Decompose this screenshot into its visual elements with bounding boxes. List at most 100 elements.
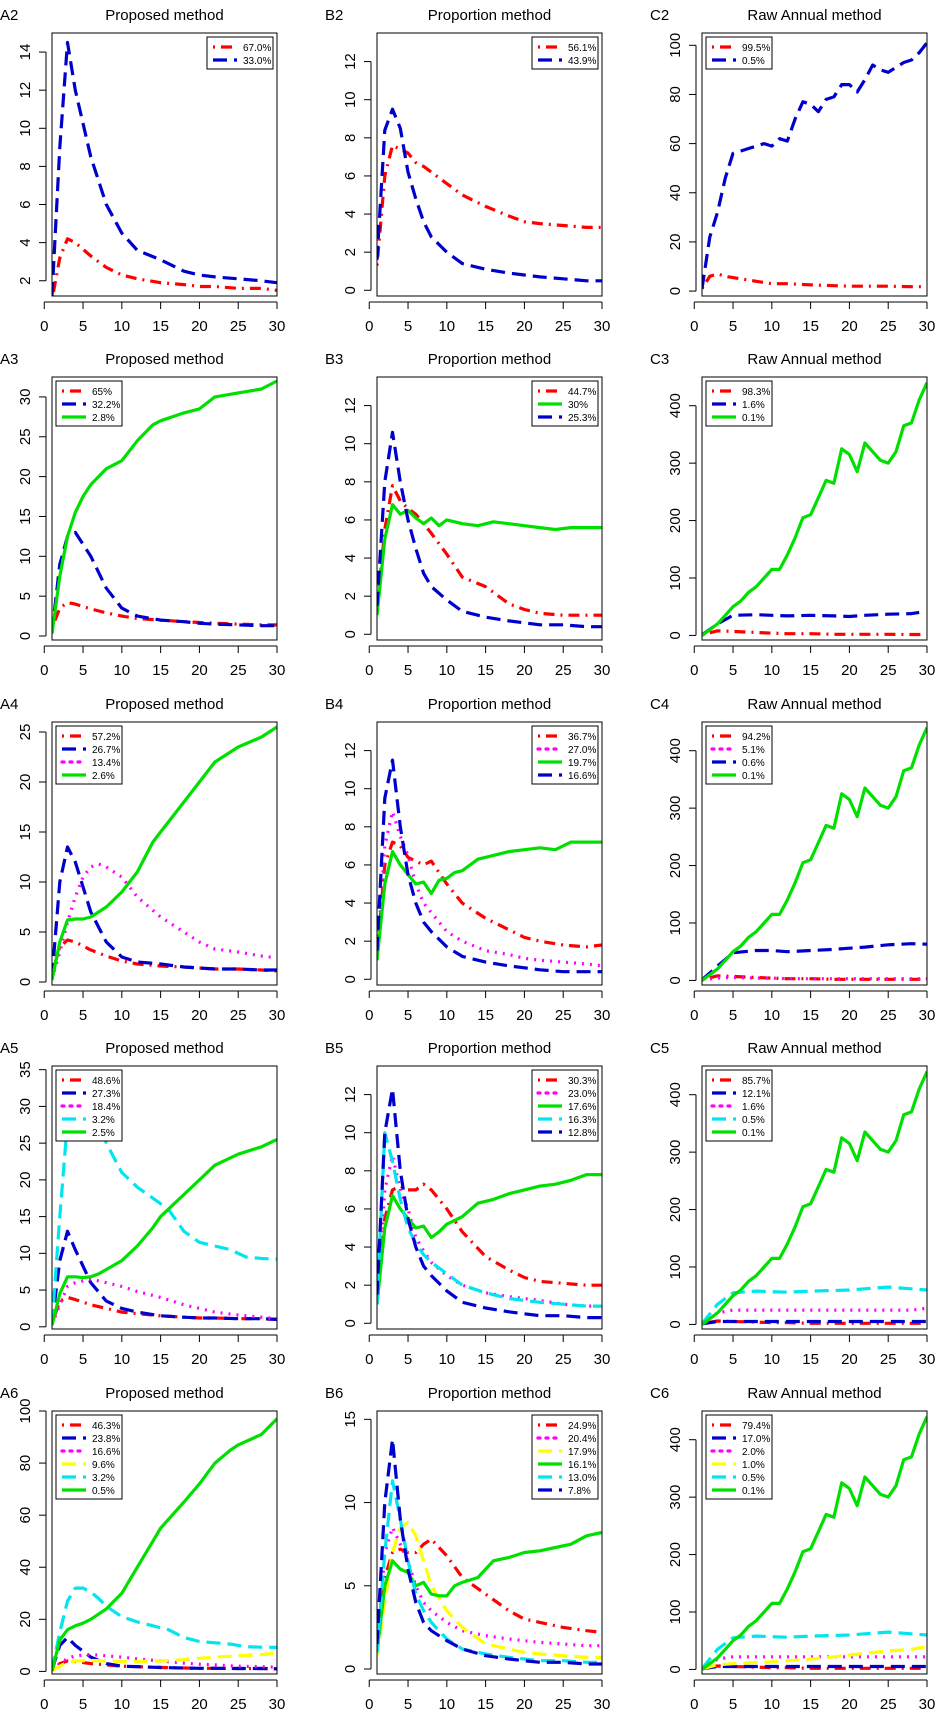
y-tick-label: 8: [17, 162, 34, 170]
x-tick-label: 30: [269, 1696, 286, 1713]
legend-label: 27.0%: [568, 745, 596, 756]
y-tick-label: 12: [342, 397, 359, 414]
legend: 30.3% 23.0% 17.6% 16.3% 12.8%: [531, 1069, 599, 1142]
chart-panel-b3: B3 Proportion method 0 5 10 15 20 25 30 0 2 4 6 8 10 12…: [325, 351, 610, 679]
y-tick-label: 10: [17, 548, 34, 565]
x-tick-label: 25: [230, 662, 247, 679]
panel-label: B5: [325, 1040, 343, 1057]
y-tick-label: 2: [342, 937, 359, 945]
legend-label: 17.0%: [742, 1434, 770, 1445]
legend: 79.4% 17.0% 2.0% 1.0% 0.5% 0.1%: [705, 1414, 773, 1500]
y-tick-label: 0: [17, 1667, 34, 1675]
x-tick-label: 15: [152, 1351, 169, 1368]
x-tick-label: 20: [191, 318, 208, 335]
legend-label: 30.3%: [568, 1076, 596, 1087]
x-tick-label: 0: [690, 1351, 698, 1368]
legend: 56.1% 43.9%: [531, 36, 599, 70]
y-tick-label: 10: [17, 120, 34, 137]
y-tick-label: 2: [342, 1281, 359, 1289]
legend-label: 56.1%: [568, 43, 596, 54]
y-tick-label: 80: [667, 86, 684, 103]
x-tick-label: 20: [841, 662, 858, 679]
x-tick-label: 30: [594, 318, 611, 335]
x-tick-label: 25: [880, 1007, 897, 1024]
y-tick-label: 8: [342, 478, 359, 486]
series-line-blue: [702, 1664, 927, 1671]
legend-label: 23.8%: [92, 1434, 120, 1445]
x-tick-label: 0: [40, 318, 48, 335]
legend-box: [705, 1069, 773, 1142]
legend-label: 18.4%: [92, 1102, 120, 1113]
legend-label: 79.4%: [742, 1421, 770, 1432]
x-tick-label: 10: [438, 1351, 455, 1368]
y-tick-label: 200: [667, 1542, 684, 1567]
legend-label: 16.3%: [568, 1115, 596, 1126]
y-tick-label: 15: [17, 508, 34, 525]
legend-label: 27.3%: [92, 1089, 120, 1100]
y-tick-label: 0: [667, 631, 684, 639]
chart-title: Raw Annual method: [747, 696, 881, 713]
panel-label: C5: [650, 1040, 669, 1057]
y-tick-label: 0: [342, 630, 359, 638]
legend-label: 0.5%: [742, 1115, 765, 1126]
y-tick-label: 8: [342, 134, 359, 142]
legend-label: 12.8%: [568, 1128, 596, 1139]
y-tick-label: 100: [667, 33, 684, 58]
y-tick-label: 0: [17, 632, 34, 640]
chart-title: Proportion method: [428, 351, 551, 368]
x-tick-label: 25: [230, 1007, 247, 1024]
chart-title: Proportion method: [428, 1040, 551, 1057]
x-tick-label: 5: [729, 318, 737, 335]
y-tick-label: 20: [667, 234, 684, 251]
legend-label: 1.6%: [742, 1102, 765, 1113]
series-line-blue: [52, 530, 277, 633]
legend-label: 16.6%: [568, 771, 596, 782]
x-tick-label: 20: [841, 1696, 858, 1713]
x-tick-label: 10: [113, 1351, 130, 1368]
x-tick-label: 10: [113, 662, 130, 679]
legend-label: 85.7%: [742, 1076, 770, 1087]
x-tick-label: 0: [365, 318, 373, 335]
x-tick-label: 10: [763, 1696, 780, 1713]
y-tick-label: 0: [17, 978, 34, 986]
y-tick-label: 4: [342, 210, 359, 218]
panel-label: B4: [325, 696, 343, 713]
x-tick-label: 5: [404, 1007, 412, 1024]
y-tick-label: 20: [17, 1611, 34, 1628]
y-tick-label: 300: [667, 1485, 684, 1510]
chart-title: Proportion method: [428, 696, 551, 713]
legend: 67.0% 33.0%: [206, 36, 274, 70]
legend-label: 16.6%: [92, 1447, 120, 1458]
y-tick-label: 6: [17, 200, 34, 208]
legend-label: 44.7%: [568, 387, 596, 398]
y-tick-label: 40: [17, 1559, 34, 1576]
x-tick-label: 25: [555, 1007, 572, 1024]
chart-panel-a2: A2 Proposed method 0 5 10 15 20 25 30 2 4 6 8 10 12 14 6…: [0, 7, 285, 335]
x-tick-label: 25: [880, 1696, 897, 1713]
panel-label: C4: [650, 696, 669, 713]
plot-frame: [376, 1065, 603, 1330]
series-line-cyan: [702, 1285, 927, 1325]
series-line-red: [377, 1182, 602, 1305]
x-tick-label: 25: [555, 662, 572, 679]
legend-label: 0.5%: [742, 1473, 765, 1484]
series-line-green: [377, 1530, 602, 1653]
y-tick-label: 10: [17, 874, 34, 891]
x-tick-label: 25: [230, 1696, 247, 1713]
chart-title: Raw Annual method: [747, 7, 881, 24]
series-line-red: [377, 484, 602, 617]
series-line-green: [52, 1138, 277, 1326]
y-tick-label: 25: [17, 428, 34, 445]
series-line-cyan: [377, 1479, 602, 1664]
y-tick-label: 14: [17, 44, 34, 61]
series-line-red: [702, 1319, 927, 1326]
series-line-red: [52, 938, 277, 975]
y-tick-label: 100: [667, 565, 684, 590]
x-tick-label: 0: [40, 1696, 48, 1713]
x-tick-label: 30: [594, 1007, 611, 1024]
y-tick-label: 15: [17, 1208, 34, 1225]
legend: 85.7% 12.1% 1.6% 0.5% 0.1%: [705, 1069, 773, 1142]
y-tick-label: 4: [342, 1243, 359, 1251]
